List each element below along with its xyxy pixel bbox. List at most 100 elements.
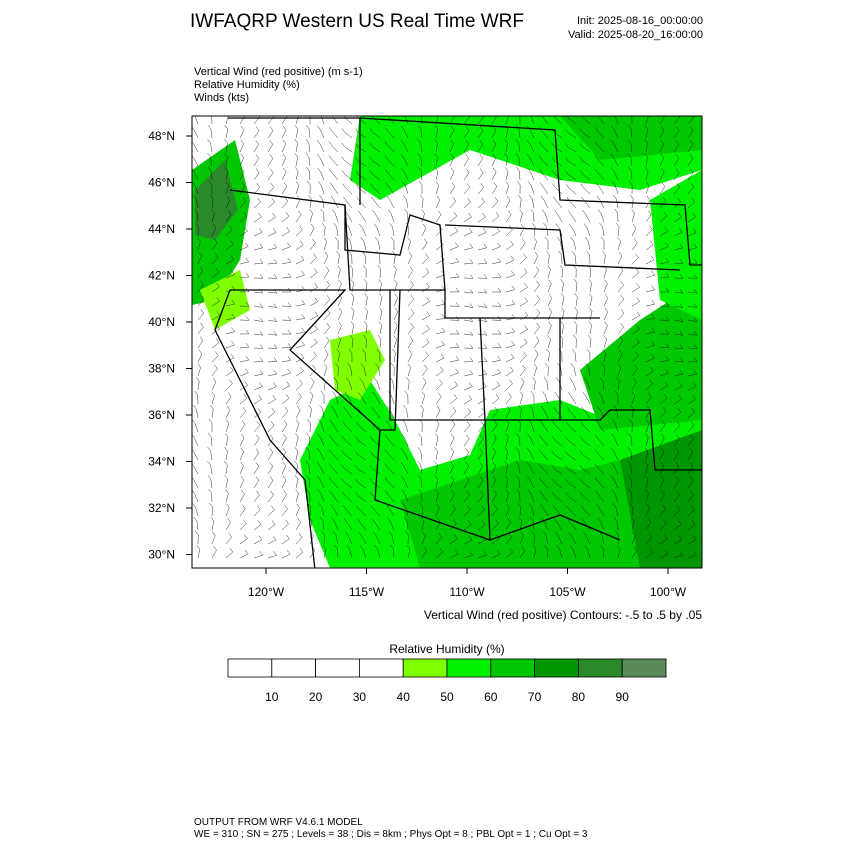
wind-barb [551, 450, 555, 455]
wind-barb [651, 270, 655, 276]
wind-barb [435, 536, 442, 545]
wind-barb [295, 522, 301, 531]
wind-barb [211, 493, 213, 503]
wind-barb [565, 143, 569, 148]
wind-barb [468, 395, 472, 400]
wind-barb [573, 334, 577, 340]
wind-barb [211, 315, 220, 321]
wind-barb [659, 231, 668, 237]
wind-barb [322, 377, 326, 382]
wind-barb [620, 309, 625, 314]
wind-barb [371, 116, 374, 119]
wind-barb [631, 209, 635, 214]
wind-barb [319, 451, 325, 461]
wind-barb [253, 425, 261, 433]
wind-barb [665, 287, 670, 293]
wind-barb [665, 242, 669, 247]
wind-barb [228, 392, 232, 397]
wind-barb [547, 265, 551, 270]
wind-barb [614, 171, 619, 181]
wind-barb [659, 372, 669, 377]
wind-barb [633, 377, 637, 383]
wind-barb [350, 321, 354, 326]
wind-barb [582, 160, 591, 167]
wind-barb [497, 316, 502, 321]
wind-barb [421, 521, 425, 531]
wind-barb [589, 311, 593, 321]
wind-barb [295, 304, 305, 307]
wind-barb [449, 437, 455, 447]
wind-barb [286, 534, 290, 539]
wind-barb [617, 255, 623, 265]
wind-barb [421, 257, 429, 265]
wind-barb [529, 143, 535, 153]
wind-barb [389, 223, 393, 228]
wind-barb [687, 373, 697, 377]
wind-barb [379, 283, 382, 293]
wind-barb [477, 386, 487, 391]
wind-barb [439, 379, 443, 384]
wind-barb [463, 373, 473, 377]
wind-barb [659, 538, 668, 545]
wind-barb [306, 488, 310, 494]
wind-barb [269, 140, 273, 145]
wind-barb [449, 451, 454, 461]
wind-barb [255, 140, 259, 145]
wind-barb [305, 460, 310, 466]
wind-barb [505, 331, 515, 335]
wind-barb [539, 490, 543, 495]
wind-barb [309, 171, 311, 181]
wind-barb [449, 465, 454, 475]
wind-barb [673, 554, 683, 559]
wind-barb [410, 295, 415, 300]
wind-barb [211, 409, 214, 419]
wind-barb [387, 453, 395, 461]
wind-barb [483, 274, 488, 279]
wind-barb [425, 338, 430, 343]
wind-barb [379, 311, 383, 321]
wind-barb [435, 489, 439, 494]
wind-barb [301, 341, 305, 346]
wind-barb [553, 196, 557, 202]
wind-barb [226, 405, 231, 411]
wind-barb [393, 549, 395, 559]
wind-barb [594, 477, 599, 482]
wind-barb [463, 201, 471, 209]
wind-barb [281, 360, 291, 363]
wind-barb [645, 129, 649, 139]
wind-barb [477, 130, 484, 139]
wind-barb [519, 329, 528, 335]
wind-barb [511, 314, 515, 319]
wind-barb [192, 434, 195, 438]
wind-barb [511, 340, 515, 346]
wind-barb [515, 460, 519, 466]
wind-barb [538, 463, 542, 468]
wind-barb [407, 363, 411, 368]
wind-barb [530, 208, 534, 214]
wind-barb [239, 508, 246, 517]
wind-barb [310, 531, 314, 536]
wind-barb [403, 405, 407, 410]
wind-barb [613, 451, 619, 461]
wind-barb [378, 293, 383, 298]
wind-barb [477, 539, 487, 545]
wind-barb [285, 519, 289, 524]
wind-barb [305, 446, 310, 452]
wind-barb [597, 517, 601, 522]
wind-barb [401, 433, 405, 438]
wind-barb [197, 298, 204, 307]
wind-barb [646, 503, 650, 508]
wind-barb [519, 437, 521, 447]
wind-barb [560, 321, 564, 326]
wind-barb [449, 143, 454, 153]
wind-barb [679, 369, 683, 375]
wind-barb [497, 287, 502, 293]
wind-barb [491, 411, 499, 419]
wind-barb [614, 208, 618, 214]
wind-barb [483, 331, 488, 336]
wind-barb [645, 537, 652, 545]
wind-barb [253, 466, 259, 475]
wind-barb [245, 242, 249, 247]
wind-barb [495, 212, 499, 217]
